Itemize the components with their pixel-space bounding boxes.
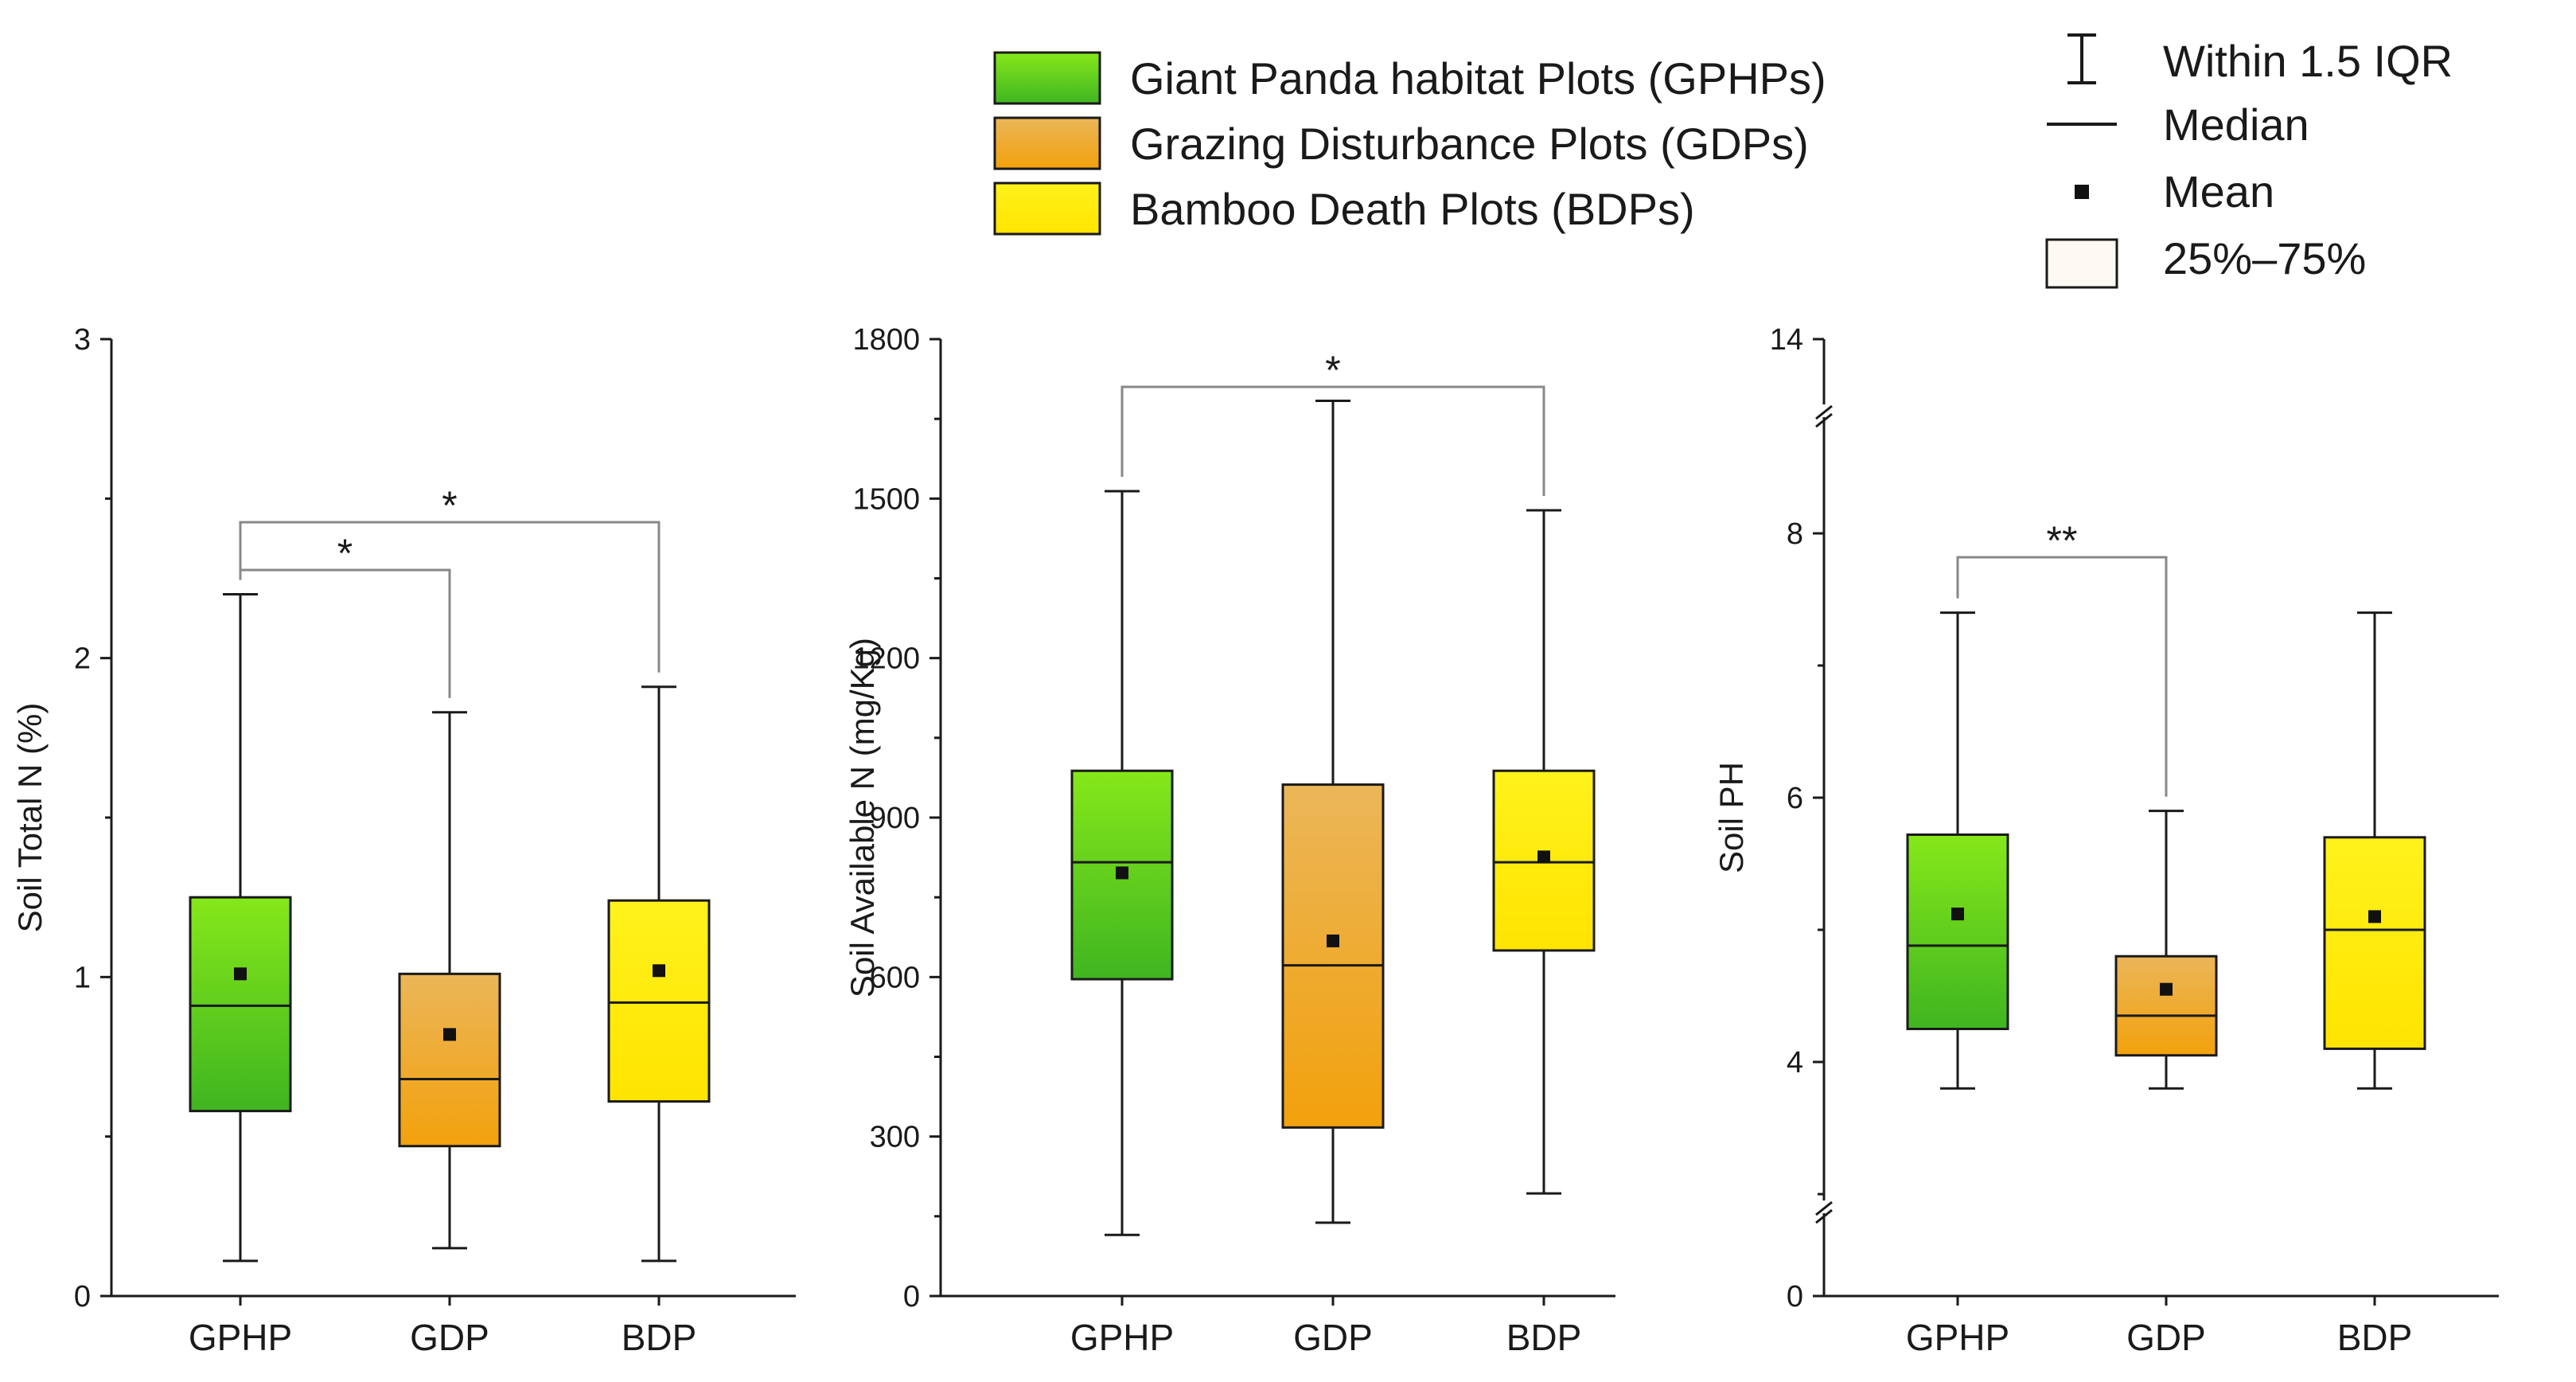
y-tick-label: 600	[870, 961, 920, 994]
y-tick-label: 900	[870, 802, 920, 835]
y-tick-label: 4	[1787, 1046, 1803, 1079]
y-tick-label: 0	[1787, 1280, 1803, 1314]
significance-label: *	[337, 531, 353, 576]
axis-break-mark-1a	[1815, 1200, 1833, 1216]
y-tick-label: 1200	[852, 642, 920, 676]
mean-marker	[2368, 910, 2381, 923]
iqr-box-icon	[2045, 238, 2118, 289]
x-tick-label-gdp: GDP	[410, 1317, 489, 1358]
y-tick-label: 14	[1770, 323, 1803, 357]
mean-marker	[653, 964, 665, 978]
box-gphp	[1906, 611, 2009, 1090]
legend-swatch-bdp	[993, 182, 1101, 236]
chart-panel-1: 0 1 2 3 GPHP GDP BDP Soil Total N (%) * *	[11, 323, 796, 1358]
significance-bracket-1: *	[1120, 348, 1545, 497]
mean-marker	[1951, 908, 1964, 921]
box-gdp	[1281, 399, 1385, 1224]
bracket-line	[1120, 385, 1545, 497]
box-bdp	[1492, 509, 1596, 1195]
y-tick-label: 3	[74, 323, 91, 357]
legend-label-whisker: Within 1.5 IQR	[2163, 36, 2453, 86]
legend-label-iqr: 25%–75%	[2163, 233, 2366, 283]
x-tick-label-gphp: GPHP	[189, 1317, 292, 1358]
y-axis-title: Soil PH	[1713, 762, 1750, 873]
box-gphp	[1070, 490, 1174, 1236]
x-tick-label-gphp: GPHP	[1070, 1317, 1174, 1358]
y-tick-label: 0	[903, 1280, 920, 1314]
legend-label-bdp: Bamboo Death Plots (BDPs)	[1130, 184, 1695, 234]
y-tick-label: 1	[74, 961, 91, 994]
y-tick-label: 2	[74, 642, 91, 676]
iqr-box	[189, 896, 292, 1113]
bracket-line	[1956, 556, 2168, 797]
group-legend: Giant Panda habitat Plots (GPHPs) Grazin…	[993, 51, 1826, 236]
significance-label: **	[2047, 518, 2078, 563]
iqr-box	[398, 972, 501, 1148]
y-tick-label: 8	[1787, 517, 1803, 551]
y-tick-label: 6	[1787, 782, 1803, 815]
axis-break-mark-2a	[1815, 404, 1833, 420]
y-tick-label: 300	[870, 1121, 920, 1154]
bracket-line	[239, 568, 451, 698]
significance-bracket-1: **	[1956, 518, 2168, 797]
significance-label: *	[1325, 348, 1340, 392]
y-tick-label: 0	[74, 1280, 91, 1314]
y-axis-title: Soil Available N (mg/Kg)	[844, 638, 881, 997]
iqr-box	[607, 899, 711, 1103]
mean-marker	[234, 967, 247, 981]
chart-panel-3: 0 4 6 8 14 GPHP GDP BDP Soil PH **	[1713, 323, 2499, 1358]
significance-bracket-2: *	[239, 483, 661, 673]
legend-label-gdp: Grazing Disturbance Plots (GDPs)	[1130, 119, 1809, 169]
bracket-line	[239, 521, 661, 673]
box-gdp	[398, 711, 501, 1250]
legend-label-median: Median	[2163, 100, 2309, 150]
y-axis-title: Soil Total N (%)	[11, 703, 49, 933]
x-tick-label-gdp: GDP	[2126, 1317, 2206, 1358]
box-bdp	[2323, 611, 2426, 1090]
symbol-legend: Within 1.5 IQR Median Mean 25%–75%	[2045, 33, 2453, 289]
y-tick-label: 1500	[852, 482, 920, 516]
box-bdp	[607, 685, 711, 1263]
mean-marker	[1116, 866, 1128, 880]
x-tick-label-gdp: GDP	[1293, 1317, 1373, 1358]
x-tick-label-bdp: BDP	[1506, 1317, 1582, 1358]
x-tick-label-bdp: BDP	[2337, 1317, 2413, 1358]
box-gdp	[2114, 810, 2218, 1090]
y-tick-label: 1800	[852, 323, 920, 357]
x-tick-label-gphp: GPHP	[1906, 1317, 2009, 1358]
box-gphp	[189, 593, 292, 1263]
legend-swatch-gdp	[993, 116, 1101, 170]
significance-bracket-1: *	[239, 531, 451, 698]
mean-marker	[1537, 850, 1550, 864]
legend-label-mean: Mean	[2163, 166, 2274, 217]
significance-label: *	[442, 483, 457, 528]
mean-marker	[443, 1028, 456, 1041]
iqr-box	[2323, 836, 2426, 1050]
whisker-icon	[2067, 33, 2096, 84]
mean-marker	[2160, 982, 2173, 996]
legend-swatch-gphp	[993, 51, 1101, 105]
mean-dot-icon	[2075, 185, 2089, 199]
legend-label-gphp: Giant Panda habitat Plots (GPHPs)	[1130, 53, 1826, 103]
iqr-box	[1281, 783, 1385, 1129]
mean-marker	[1327, 934, 1339, 947]
x-tick-label-bdp: BDP	[622, 1317, 697, 1358]
axis-break-mark-2b	[1815, 412, 1833, 428]
chart-panel-2: 0 300 600 900 1200 1500 1800 GPHP GDP BDP Soil Ava…	[844, 323, 1615, 1358]
axis-break-mark-1b	[1815, 1208, 1833, 1224]
iqr-box	[2114, 955, 2218, 1057]
iqr-box	[1906, 833, 2009, 1030]
